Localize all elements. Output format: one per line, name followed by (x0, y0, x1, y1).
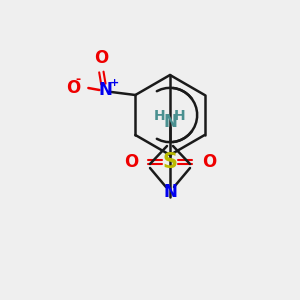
Text: O: O (124, 153, 138, 171)
Text: H: H (174, 109, 186, 123)
Text: O: O (202, 153, 216, 171)
Text: S: S (163, 152, 178, 172)
Text: +: + (110, 78, 119, 88)
Text: H: H (154, 109, 166, 123)
Text: N: N (98, 81, 112, 99)
Text: -: - (76, 73, 81, 85)
Text: O: O (66, 79, 80, 97)
Text: N: N (163, 113, 177, 131)
Text: O: O (94, 49, 109, 67)
Text: N: N (163, 183, 177, 201)
